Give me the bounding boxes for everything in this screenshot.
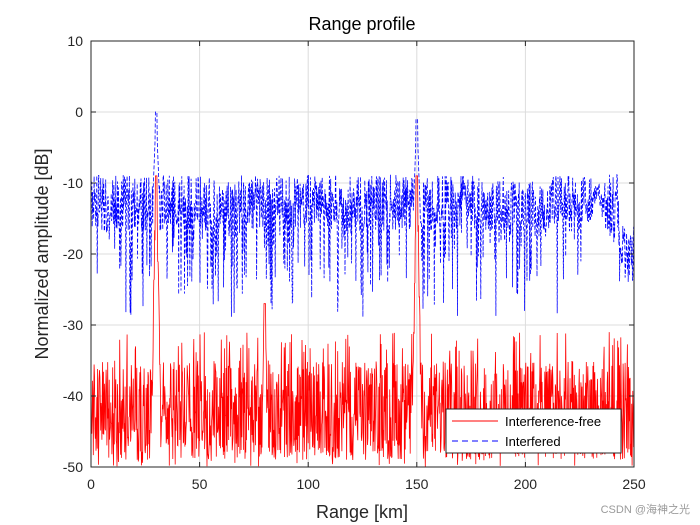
x-axis-label: Range [km] [316,502,408,522]
legend-label-interference-free: Interference-free [505,414,601,429]
y-axis-label: Normalized amplitude [dB] [32,148,52,359]
series-interfered [90,111,635,317]
y-tick-label: -50 [63,459,83,475]
y-tick-label: -10 [63,175,83,191]
y-tick-label: -20 [63,246,83,262]
y-tick-label: -30 [63,317,83,333]
y-tick-label: -40 [63,388,83,404]
x-tick-label: 250 [622,476,646,492]
y-tick-label: 0 [75,104,83,120]
x-tick-label: 200 [514,476,538,492]
watermark: CSDN @海神之光 [601,502,690,516]
chart-title: Range profile [308,14,415,34]
x-tick-label: 150 [405,476,429,492]
legend: Interference-free Interfered [445,408,622,454]
x-tick-label: 0 [87,476,95,492]
legend-label-interfered: Interfered [505,434,561,449]
x-tick-label: 100 [297,476,321,492]
y-tick-label: 10 [67,33,83,49]
interfered-line [90,111,635,317]
x-tick-label: 50 [192,476,208,492]
legend-box [445,408,622,454]
